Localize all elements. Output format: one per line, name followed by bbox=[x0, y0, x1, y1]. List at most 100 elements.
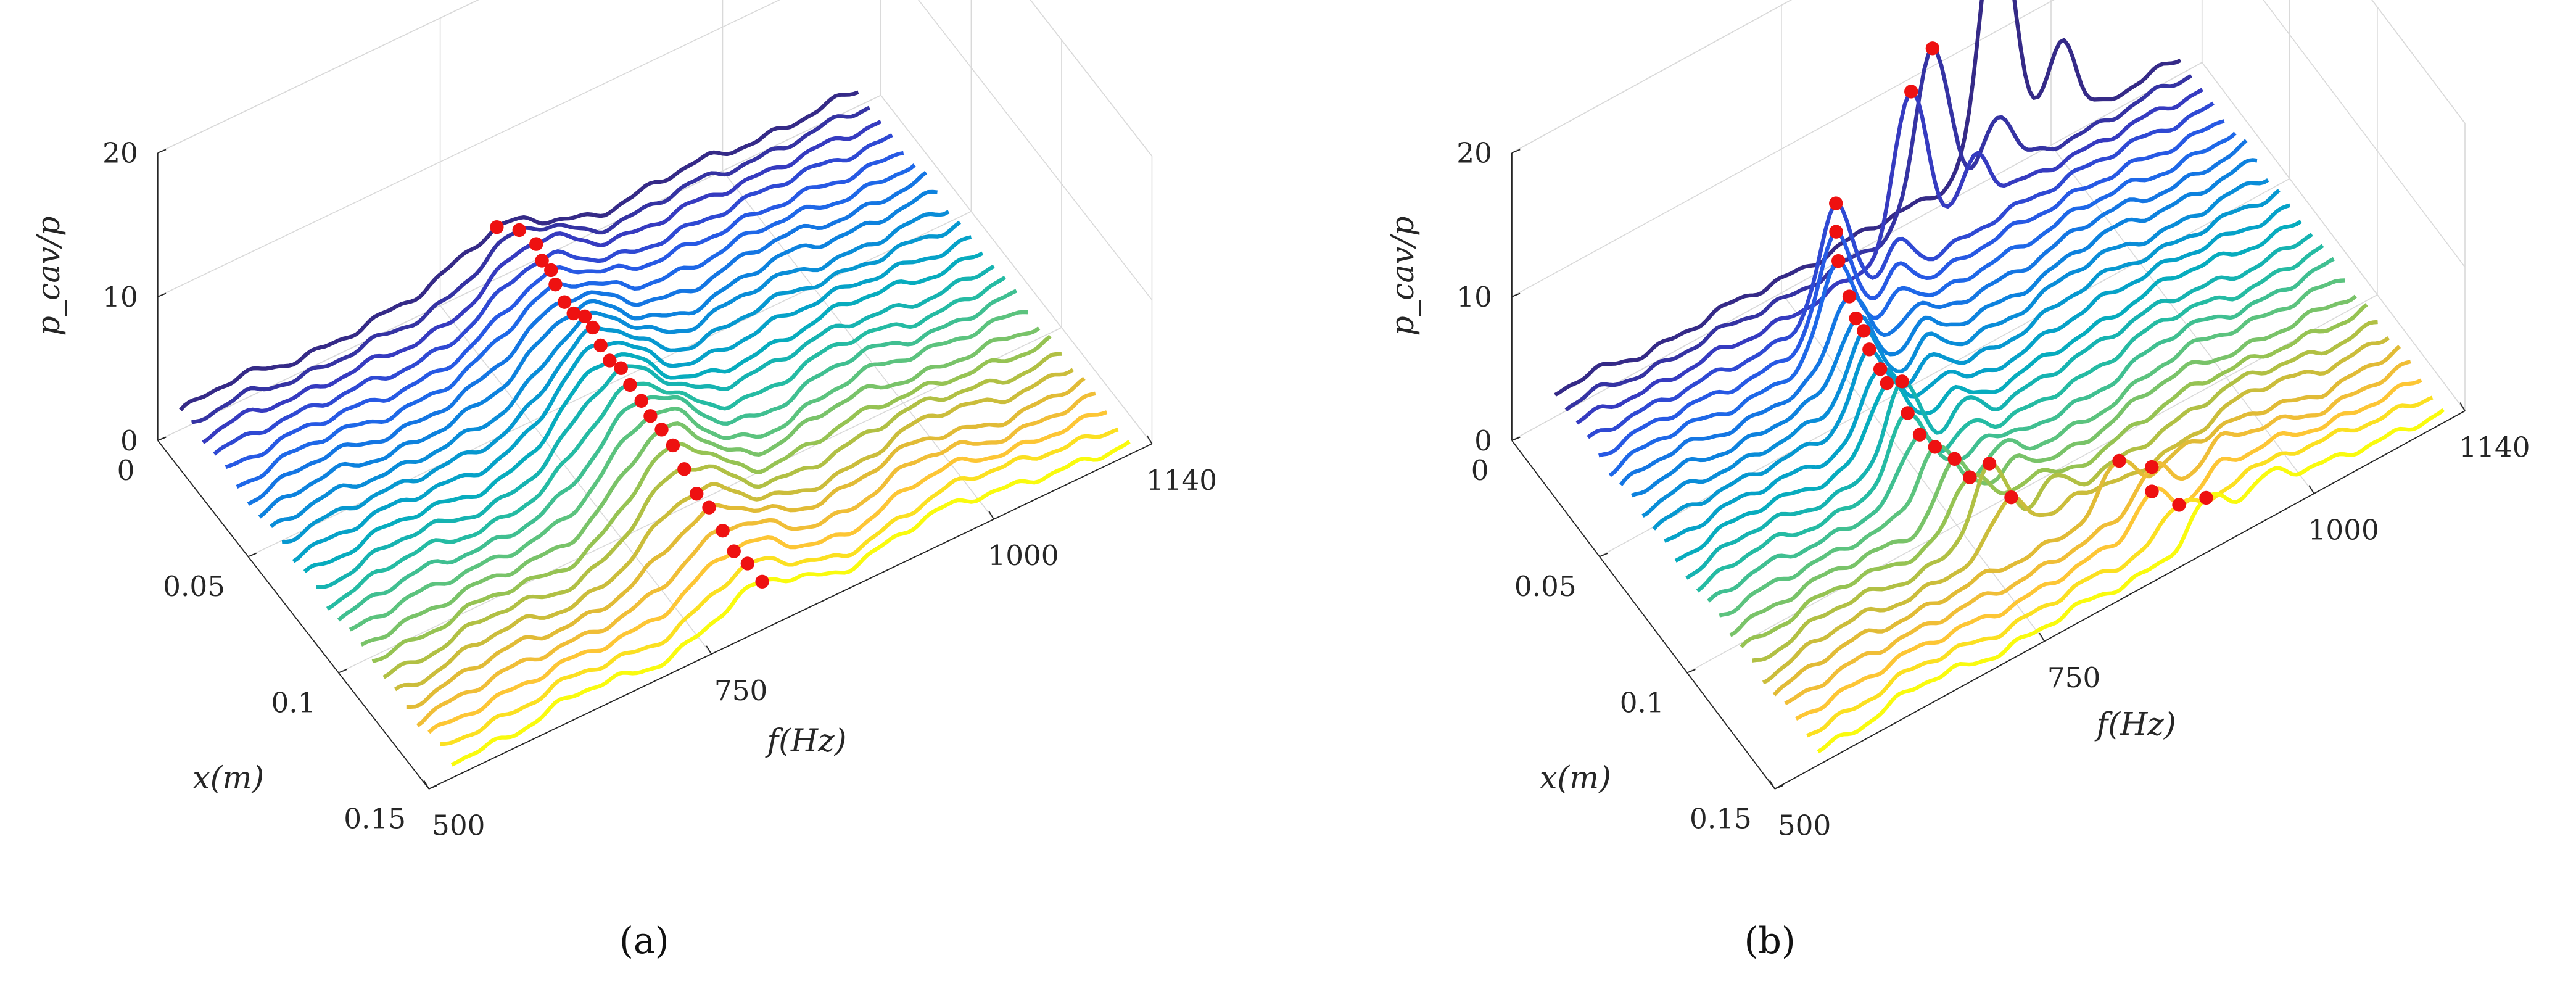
series-line bbox=[191, 105, 870, 424]
series-line bbox=[1575, 88, 2203, 425]
series-line bbox=[258, 189, 938, 519]
peak-marker bbox=[643, 409, 658, 423]
peak-marker bbox=[623, 378, 637, 392]
series-line bbox=[450, 440, 1131, 767]
peak-marker bbox=[548, 277, 563, 292]
peak-marker bbox=[1912, 428, 1927, 442]
z-axis-label: p_cav/p bbox=[1384, 216, 1421, 336]
series-line bbox=[1740, 303, 2368, 648]
peak-marker bbox=[593, 338, 608, 353]
series-line bbox=[326, 275, 1007, 611]
axes-lines bbox=[1511, 149, 2466, 790]
panel-b: 0 10 20 0 0.05 0.1 0.15 500 750 1000 1140 p_cav/p f(… bbox=[1384, 0, 2530, 962]
peak-marker bbox=[557, 295, 572, 309]
series-line bbox=[281, 220, 962, 545]
peak-marker bbox=[1947, 452, 1962, 466]
peak-marker bbox=[1901, 406, 1915, 420]
x-tick-label: 0.15 bbox=[1690, 803, 1752, 835]
x-axis-label: x(m) bbox=[1540, 759, 1611, 796]
series-line bbox=[1806, 395, 2434, 738]
series-line bbox=[416, 391, 1096, 727]
peak-marker bbox=[603, 353, 617, 368]
series-line bbox=[1587, 101, 2215, 439]
peak-marker bbox=[529, 237, 543, 251]
series-line bbox=[360, 326, 1041, 647]
x-axis-line bbox=[157, 440, 430, 790]
panel-a: 0 10 20 0 0.05 0.1 0.15 500 750 1000 1140 p_cav/p f(… bbox=[30, 0, 1217, 962]
series-line bbox=[382, 352, 1062, 679]
x-axis-line bbox=[1511, 440, 1775, 790]
peak-marker bbox=[1862, 342, 1876, 357]
series-line bbox=[349, 310, 1028, 632]
f-tick-label: 500 bbox=[1778, 809, 1831, 841]
f-tick-label: 1140 bbox=[1146, 464, 1217, 497]
series-line bbox=[1752, 320, 2378, 663]
f-tick-label: 750 bbox=[2047, 661, 2100, 694]
x-tick-label: 0.1 bbox=[1620, 686, 1664, 719]
peak-marker bbox=[755, 574, 769, 589]
peak-marker bbox=[1963, 470, 1977, 484]
x-tick-label: 0.1 bbox=[271, 686, 315, 719]
peak-marker bbox=[2004, 490, 2018, 505]
series-line bbox=[1762, 336, 2390, 685]
peak-marker bbox=[1895, 374, 1909, 389]
peak-marker bbox=[1831, 254, 1846, 268]
series-line bbox=[1641, 178, 2269, 518]
peak-marker bbox=[1829, 225, 1843, 239]
panel-label: (b) bbox=[1744, 920, 1796, 962]
series-line bbox=[1598, 119, 2225, 458]
series-line bbox=[1772, 345, 2401, 697]
panel-b-plot: 0 10 20 0 0.05 0.1 0.15 500 750 1000 1140 p_cav/p f(… bbox=[1384, 0, 2530, 962]
peak-marker bbox=[535, 254, 549, 268]
z-tick-label: 10 bbox=[1456, 281, 1492, 313]
series-lines bbox=[179, 90, 1131, 767]
series-line bbox=[303, 251, 984, 573]
peak-marker bbox=[634, 394, 648, 408]
panel-label: (a) bbox=[619, 920, 669, 962]
series-line bbox=[427, 410, 1108, 734]
peak-marker bbox=[1842, 289, 1857, 304]
peak-marker bbox=[544, 263, 558, 278]
grid bbox=[157, 0, 1153, 790]
series-line bbox=[1817, 408, 2445, 754]
series-line bbox=[1707, 257, 2335, 603]
x-tick-label: 0 bbox=[1471, 454, 1489, 487]
f-tick-label: 1000 bbox=[988, 539, 1059, 572]
series-line bbox=[179, 90, 859, 411]
peak-marker bbox=[1982, 457, 1997, 471]
peak-marker bbox=[585, 320, 600, 335]
peak-marker bbox=[1857, 324, 1871, 338]
axes-lines bbox=[157, 149, 1153, 790]
series-line bbox=[1631, 158, 2258, 498]
peak-marker bbox=[740, 556, 755, 571]
series-line bbox=[316, 264, 995, 589]
peak-marker bbox=[1849, 311, 1863, 326]
peak-marker bbox=[1873, 362, 1888, 376]
peak-marker bbox=[2145, 484, 2159, 498]
peak-marker bbox=[577, 309, 592, 324]
peak-marker bbox=[1829, 196, 1843, 210]
peak-marker bbox=[2172, 498, 2186, 512]
series-line bbox=[1652, 189, 2281, 531]
series-line bbox=[406, 376, 1086, 709]
f-tick-label: 750 bbox=[714, 674, 767, 707]
z-axis-label: p_cav/p bbox=[30, 216, 67, 336]
series-line bbox=[1729, 294, 2357, 637]
z-tick-label: 0 bbox=[1474, 424, 1492, 457]
peak-markers bbox=[1829, 41, 2213, 512]
series-line bbox=[1696, 244, 2324, 593]
series-line bbox=[1719, 278, 2345, 618]
grid bbox=[1511, 0, 2466, 790]
series-line bbox=[1685, 233, 2313, 580]
series-line bbox=[292, 235, 972, 563]
f-axis-label: f(Hz) bbox=[765, 722, 847, 758]
panel-a-plot: 0 10 20 0 0.05 0.1 0.15 500 750 1000 1140 p_cav/p f(… bbox=[30, 0, 1217, 962]
peak-marker bbox=[654, 423, 669, 437]
series-line bbox=[225, 151, 904, 469]
z-tick-label: 10 bbox=[102, 281, 138, 313]
peak-marker bbox=[614, 361, 628, 375]
series-line bbox=[371, 334, 1052, 664]
peak-markers bbox=[490, 220, 769, 589]
series-line bbox=[440, 428, 1119, 746]
peak-marker bbox=[566, 306, 580, 321]
